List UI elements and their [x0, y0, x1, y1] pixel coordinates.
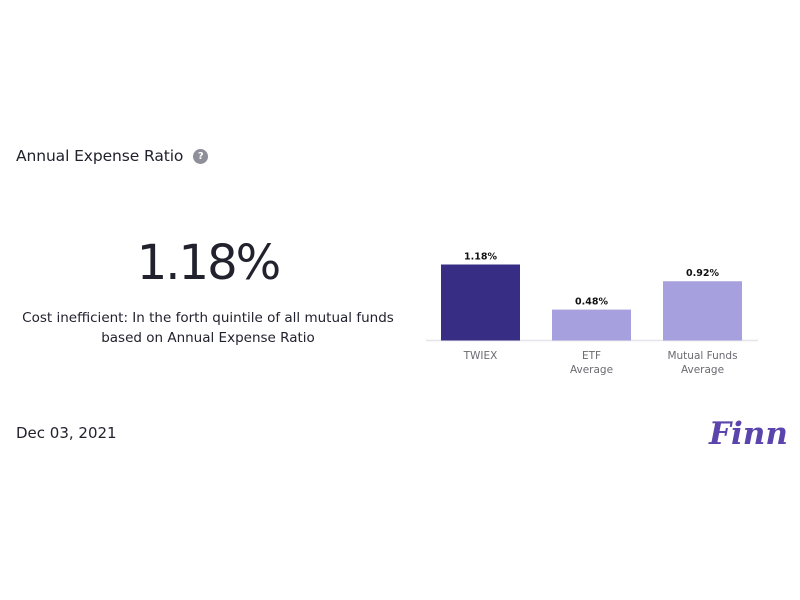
description-line-1: Cost inefficient: In the forth quintile … [22, 310, 394, 326]
finny-logo[interactable]: Finny [707, 408, 800, 460]
category-tick-label: ETF [582, 350, 601, 362]
bar-value-label: 0.48% [575, 297, 608, 308]
section-title: Annual Expense Ratio [16, 147, 184, 165]
as-of-date: Dec 03, 2021 [16, 424, 117, 442]
description-line-2: based on Annual Expense Ratio [101, 330, 315, 346]
category-tick-label: Average [570, 364, 613, 376]
expense-ratio-description: Cost inefficient: In the forth quintile … [16, 308, 400, 348]
section-header: Annual Expense Ratio ? [16, 145, 209, 167]
category-tick-label: Mutual Funds [667, 350, 737, 362]
bar-value-label: 1.18% [464, 252, 497, 263]
category-tick-label: Average [681, 364, 724, 376]
finny-logo-mark: Finny [708, 416, 800, 452]
bar-value-label: 0.92% [686, 268, 719, 279]
bar[interactable] [441, 264, 520, 341]
expense-ratio-value: 1.18% [136, 235, 281, 291]
category-tick-label: TWIEX [463, 350, 498, 362]
bar[interactable] [552, 309, 631, 341]
bar-chart-svg: 1.18% TWIEX 0.48% ETF Average 0.92% Mutual Fun… [426, 252, 758, 376]
bar[interactable] [663, 281, 742, 341]
question-mark-icon[interactable]: ? [193, 148, 209, 164]
finny-logo-text: Finny [708, 416, 787, 452]
expense-ratio-bar-chart: 1.18% TWIEX 0.48% ETF Average 0.92% Mutual Fun… [420, 240, 765, 389]
